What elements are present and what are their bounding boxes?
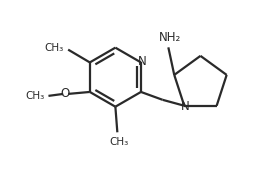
Text: CH₃: CH₃ [25, 91, 44, 101]
Text: CH₃: CH₃ [110, 137, 129, 147]
Text: N: N [181, 100, 190, 113]
Text: N: N [138, 55, 146, 68]
Text: NH₂: NH₂ [159, 31, 182, 44]
Text: O: O [61, 87, 70, 100]
Text: CH₃: CH₃ [44, 43, 63, 53]
